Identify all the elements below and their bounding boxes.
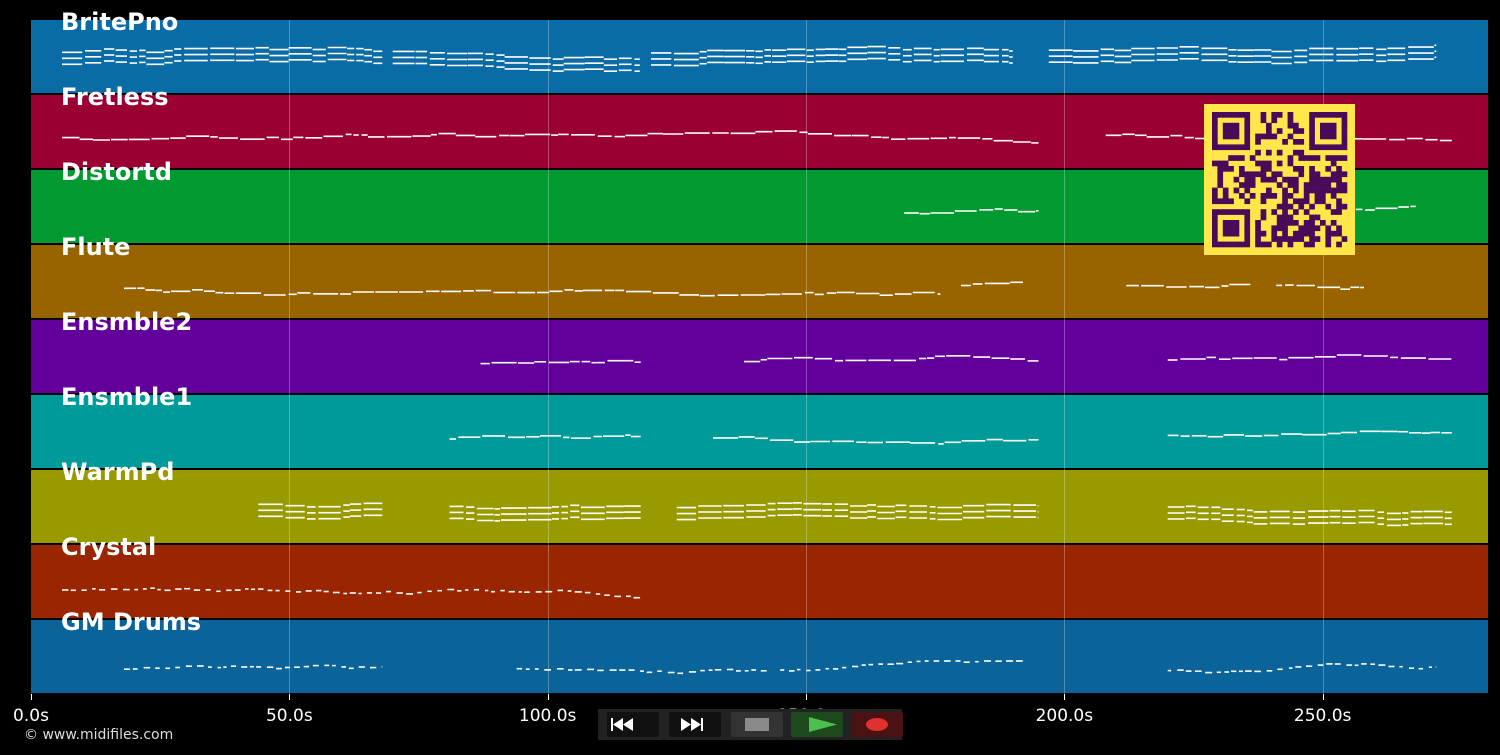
tick-mark [806,694,807,700]
track-name-label: Crystal [61,533,157,561]
track-name-label: Ensmble1 [61,383,193,411]
tick-label: 0.0s [13,706,49,726]
tick-mark [1322,694,1324,700]
track-lane [31,620,1488,693]
record-button[interactable] [851,712,903,737]
stop-button[interactable] [731,712,783,737]
copyright-text: © www.midifiles.com [24,727,174,743]
track-lane [31,545,1488,618]
transport-controls [598,709,903,740]
tick-mark [547,694,549,700]
play-button[interactable] [791,712,843,737]
track-lane [31,245,1488,318]
fast-forward-icon [681,718,703,731]
tick-mark [1064,694,1066,700]
gridline [1064,20,1066,695]
rewind-icon [611,718,633,731]
stop-icon [745,718,769,731]
tick-label: 50.0s [265,706,313,726]
track-name-label: Ensmble2 [61,308,193,336]
track-name-label: Flute [61,233,131,261]
rewind-button[interactable] [607,712,659,737]
track-name-label: BritePno [61,8,179,36]
track-name-label: WarmPd [61,458,175,486]
tick-label: 200.0s [1035,706,1094,726]
tick-label: 100.0s [518,706,577,726]
track-name-label: GM Drums [61,608,202,636]
play-icon [809,717,837,732]
gridline [289,20,291,695]
tick-label: 250.0s [1293,706,1352,726]
track-lane [31,470,1488,543]
track-lane [31,320,1488,393]
track-name-label: Fretless [61,83,169,111]
track-name-label: Distortd [61,158,172,186]
tick-mark [31,694,32,700]
track-lane [31,395,1488,468]
record-icon [866,718,888,731]
qr-code-image [1204,104,1355,255]
fast-forward-button[interactable] [669,712,721,737]
tick-mark [289,694,291,700]
gridline [547,20,549,695]
